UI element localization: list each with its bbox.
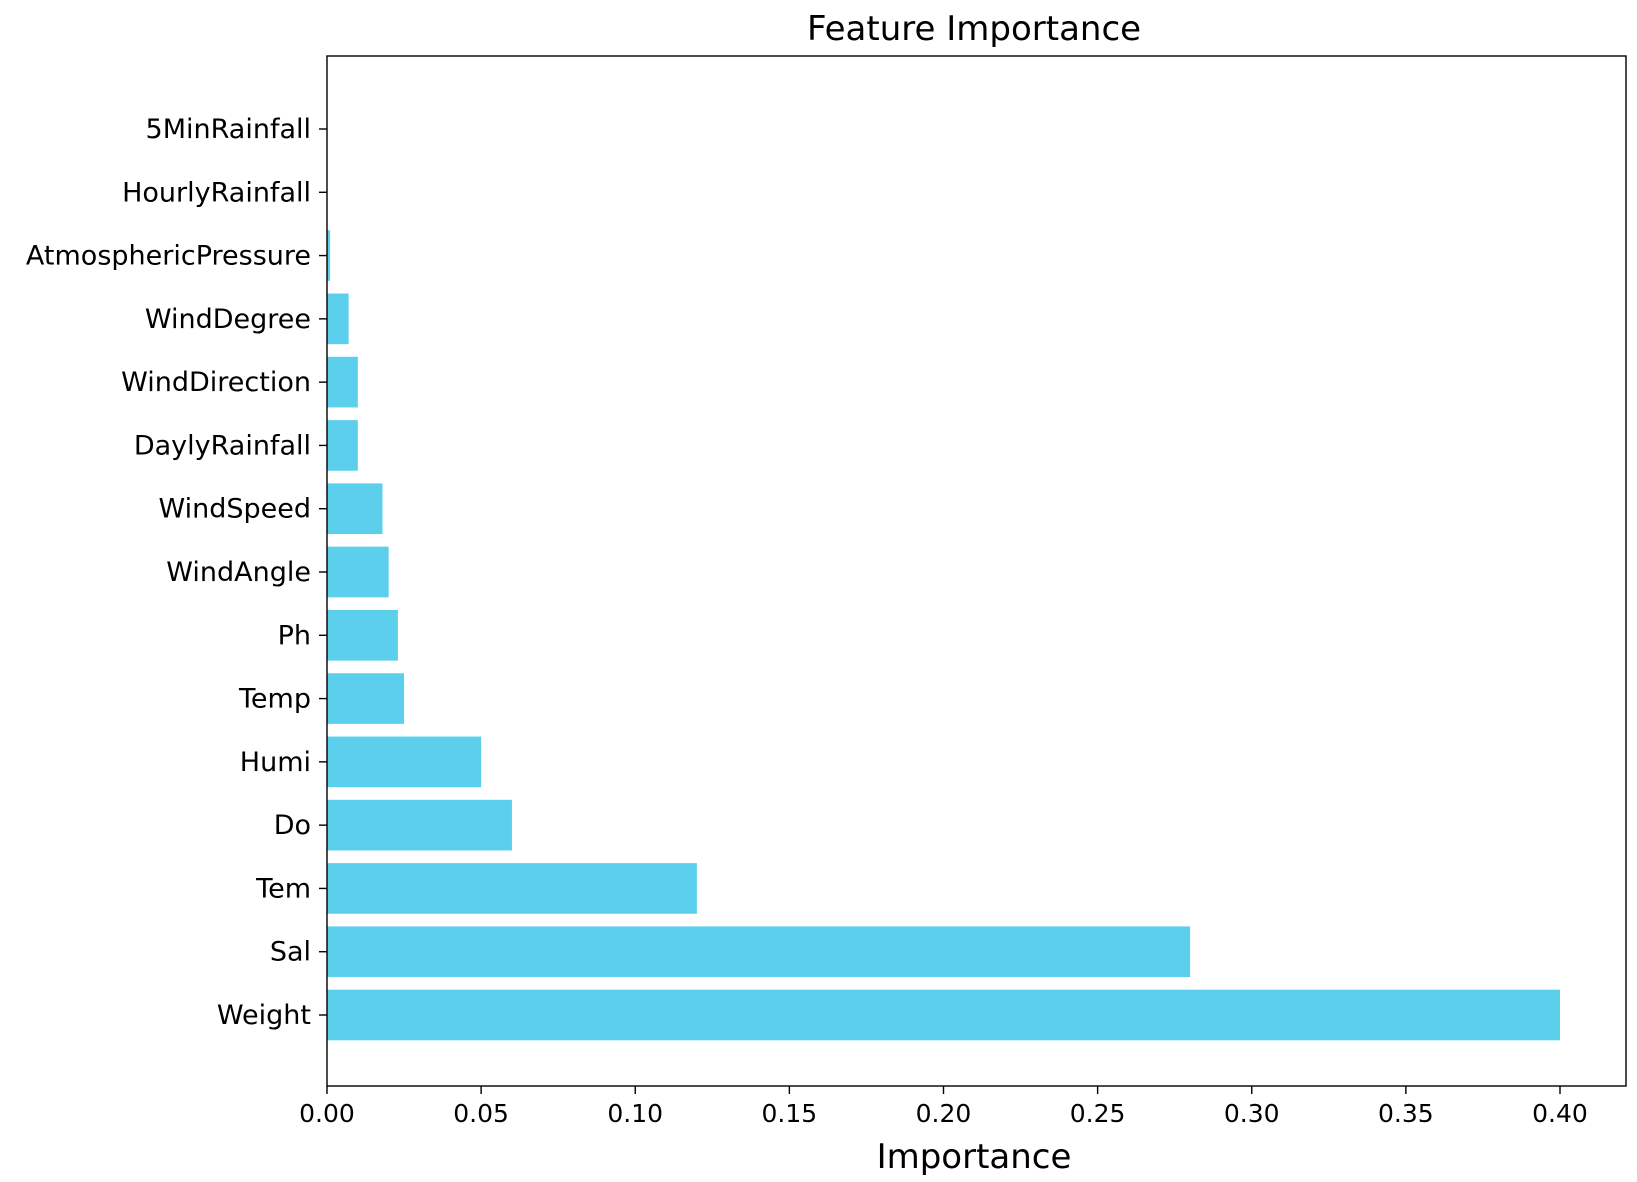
- y-tick-label: WindAngle: [166, 557, 311, 588]
- x-tick-label: 0.40: [1532, 1099, 1588, 1128]
- bar-atmosphericpressure: [327, 230, 331, 281]
- y-tick-label: Ph: [278, 620, 311, 651]
- x-tick-label: 0.10: [607, 1099, 663, 1128]
- x-tick-label: 0.00: [299, 1099, 355, 1128]
- bar-daylyrainfall: [327, 420, 358, 471]
- x-axis-ticks: 0.00 0.05 0.10 0.15 0.20 0.25 0.30 0.35 0.40: [299, 1086, 1588, 1128]
- y-tick-label: WindDegree: [145, 304, 311, 335]
- bar-do: [327, 799, 512, 851]
- x-tick-label: 0.20: [916, 1099, 972, 1128]
- y-tick-label: AtmosphericPressure: [26, 241, 311, 272]
- bar-temp: [327, 673, 405, 724]
- y-tick-label: Weight: [217, 1000, 311, 1031]
- y-tick-label: Do: [274, 810, 311, 841]
- bar-winddirection: [327, 356, 358, 408]
- x-tick-label: 0.25: [1070, 1099, 1126, 1128]
- bar-humi: [327, 736, 482, 788]
- x-tick-label: 0.30: [1224, 1099, 1280, 1128]
- y-tick-label: DaylyRainfall: [134, 430, 311, 461]
- bars-layer: [327, 230, 1560, 1041]
- x-tick-label: 0.35: [1378, 1099, 1434, 1128]
- plot-frame: [326, 55, 1627, 1087]
- y-tick-label: Sal: [270, 937, 311, 968]
- y-tick-label: Tem: [255, 873, 311, 904]
- bar-tem: [327, 863, 697, 914]
- y-tick-label: HourlyRainfall: [122, 177, 311, 208]
- x-tick-label: 0.05: [453, 1099, 509, 1128]
- y-tick-label: WindDirection: [121, 367, 311, 398]
- y-tick-label: Temp: [238, 684, 311, 715]
- y-tick-label: WindSpeed: [159, 494, 312, 525]
- x-axis-label: Importance: [877, 1137, 1072, 1177]
- bar-windangle: [327, 546, 389, 598]
- y-tick-label: Humi: [240, 747, 311, 778]
- bar-weight: [327, 989, 1560, 1041]
- y-axis-ticks: Weight Sal Tem Do Humi Temp Ph WindAngle WindSpe…: [26, 114, 327, 1031]
- bar-windspeed: [327, 483, 383, 535]
- bar-sal: [327, 926, 1191, 978]
- x-tick-label: 0.15: [762, 1099, 818, 1128]
- bar-winddegree: [327, 293, 349, 345]
- y-tick-label: 5MinRainfall: [146, 114, 311, 145]
- bar-ph: [327, 609, 398, 661]
- chart-title: Feature Importance: [807, 9, 1141, 49]
